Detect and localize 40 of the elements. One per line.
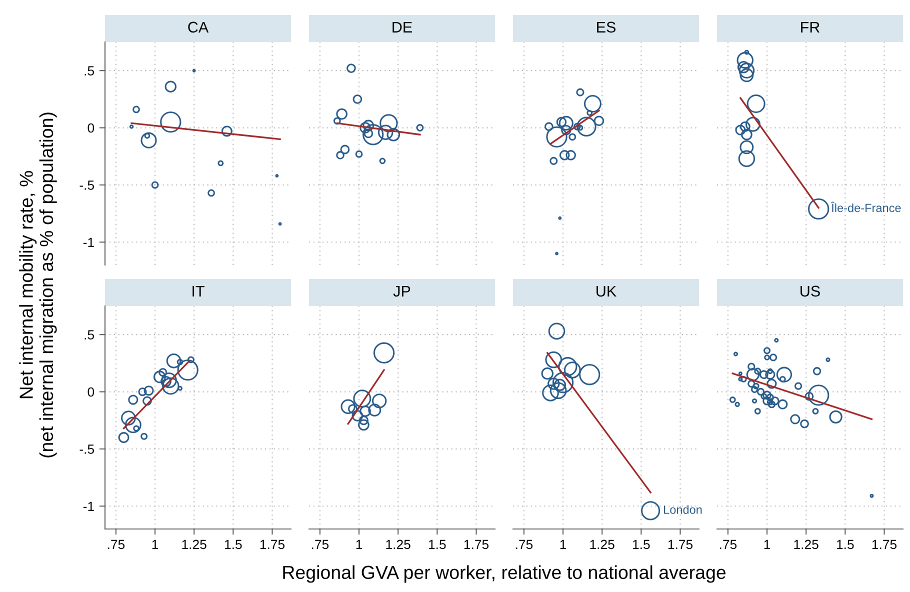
- annotation: London: [664, 505, 702, 514]
- y-tick-label: -.5: [80, 180, 94, 190]
- x-tick-label: .75: [720, 540, 737, 550]
- x-tick-label: 1.5: [429, 540, 446, 550]
- x-tick-label: 1.5: [837, 540, 854, 550]
- x-tick-label: 1.5: [633, 540, 650, 550]
- y-tick-label: 0: [88, 123, 94, 133]
- chart-title: DE: [392, 22, 412, 32]
- x-tick-label: 1: [764, 540, 770, 549]
- chart-title: UK: [596, 286, 616, 297]
- x-tick-label: 1.25: [590, 540, 614, 550]
- x-tick-label: 1: [356, 540, 362, 549]
- chart-title: US: [800, 286, 820, 297]
- x-tick-label: 1.25: [182, 540, 206, 550]
- x-tick-label: 1.25: [794, 540, 818, 550]
- x-tick-label: 1: [560, 540, 566, 549]
- x-tick-label: 1.75: [668, 540, 693, 550]
- y-axis-title: Net internal mobility rate, % (net internal migration as % of population): [19, 112, 57, 458]
- y-tick-label: -1: [83, 502, 94, 511]
- y-tick-label: .5: [84, 330, 94, 340]
- y-tick-label: -.5: [80, 444, 94, 454]
- chart-title: ES: [597, 22, 616, 33]
- x-tick-label: 1.75: [464, 540, 489, 550]
- chart-title: CA: [188, 22, 209, 33]
- x-tick-label: .75: [108, 540, 125, 550]
- annotation: Île-de-France: [830, 202, 901, 212]
- chart-title: IT: [192, 286, 204, 296]
- x-tick-label: 1: [152, 540, 158, 549]
- x-tick-label: 1.5: [225, 540, 242, 550]
- chart-title: JP: [393, 286, 410, 297]
- y-tick-label: 0: [88, 387, 94, 397]
- x-tick-label: 1.75: [872, 540, 897, 550]
- x-axis-title: Regional GVA per worker, relative to national average: [283, 565, 726, 583]
- y-tick-label: -1: [83, 238, 94, 247]
- x-tick-label: .75: [312, 540, 329, 550]
- x-tick-label: 1.75: [260, 540, 285, 550]
- y-tick-label: .5: [84, 66, 94, 76]
- chart-title: FR: [801, 22, 820, 32]
- x-tick-label: 1.25: [386, 540, 410, 550]
- x-tick-label: .75: [516, 540, 533, 550]
